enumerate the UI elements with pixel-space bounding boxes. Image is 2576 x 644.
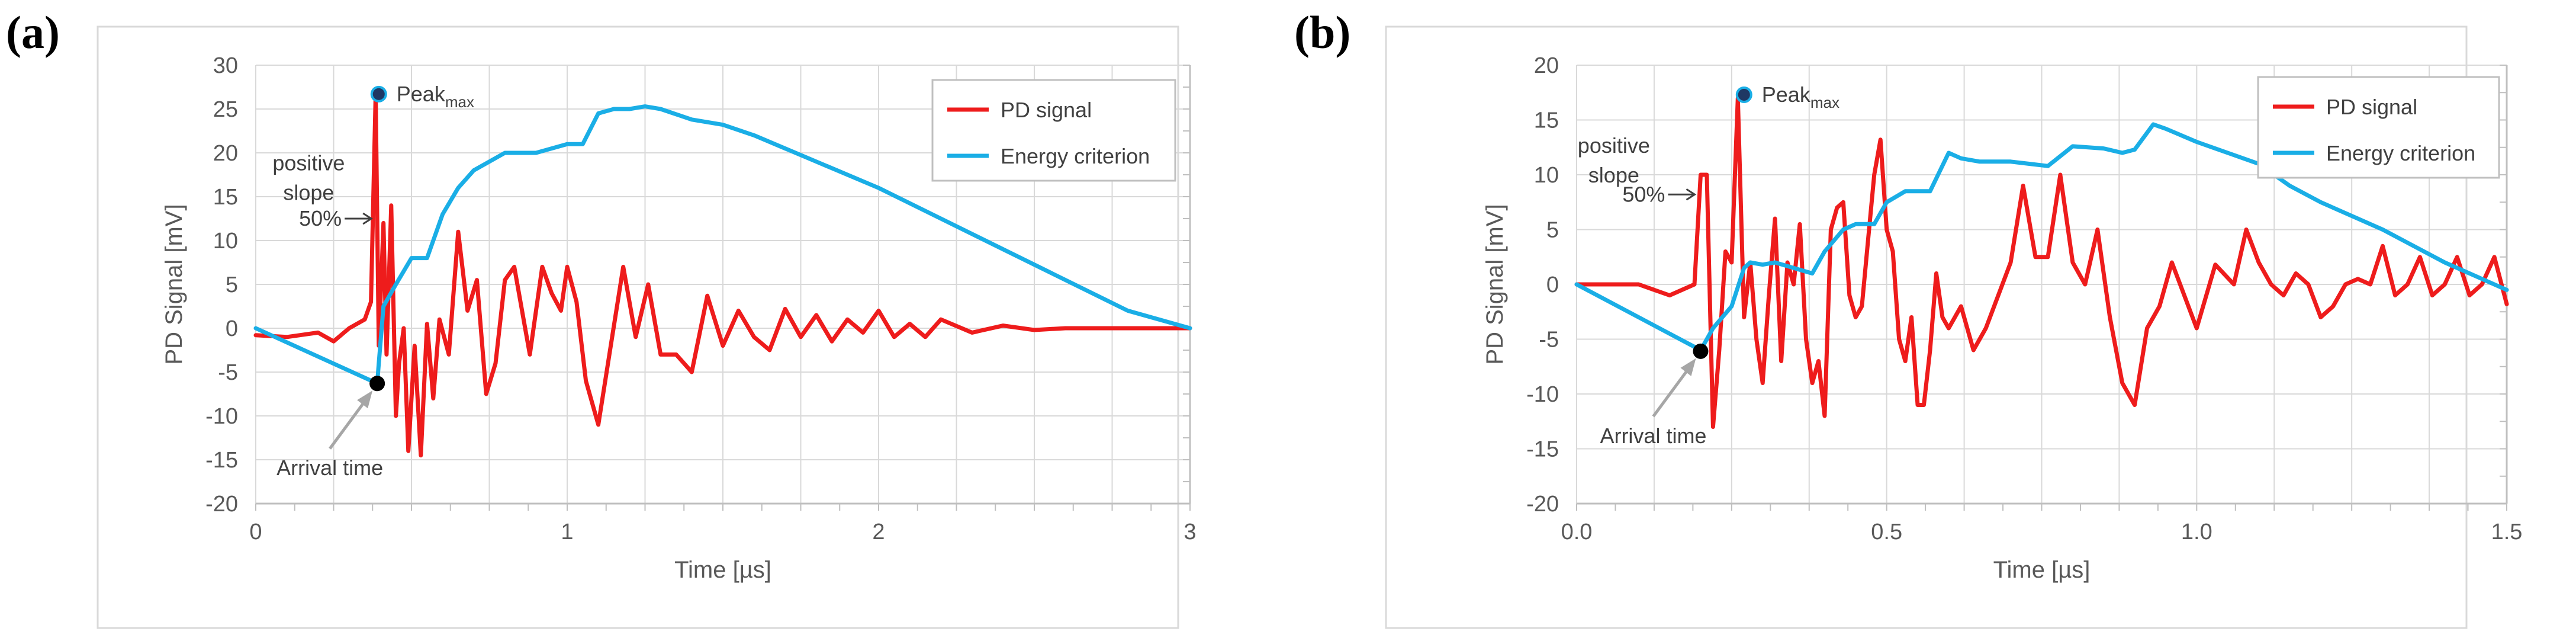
- chart-a-fifty-label: 50%: [299, 206, 342, 230]
- chart-b-xtick-label-0: 0.0: [1561, 520, 1593, 544]
- chart-b-series-energy-criterion: [1574, 122, 2509, 353]
- chart-b-peak-subscript: max: [1810, 94, 1839, 111]
- chart-a-legend-label-1: Energy criterion: [1001, 144, 1150, 168]
- chart-a-ytick-label-10: 30: [213, 53, 238, 78]
- chart-b-ytick-label-8: 20: [1534, 53, 1559, 78]
- chart-b-ytick-label-4: 0: [1546, 273, 1559, 297]
- chart-b-legend-box: [2257, 76, 2500, 179]
- chart-b-arrival-arrowhead: [1680, 358, 1696, 376]
- chart-b-legend-label-0: PD signal: [2326, 95, 2417, 119]
- chart-b-ytick-label-6: 10: [1534, 163, 1559, 188]
- chart-b-ytick-label-1: -15: [1526, 437, 1559, 462]
- chart-b-ytick-label-7: 15: [1534, 108, 1559, 133]
- chart-b-fifty-label: 50%: [1622, 182, 1665, 206]
- chart-a-peak-marker: [370, 85, 387, 102]
- chart-a-xtick-label-3: 3: [1184, 520, 1196, 544]
- chart-a-ytick-label-3: -5: [218, 360, 238, 385]
- panel-b: -20 -15 -10 -5 0 5 10 15 20 0.0 0.5 1.0 1.5 Time [µs]…: [1288, 0, 2576, 644]
- chart-b-ytick-label-2: -10: [1526, 382, 1559, 407]
- chart-b-xtick-label-2: 1.0: [2181, 520, 2212, 544]
- panel-label-a: (a): [6, 7, 60, 58]
- chart-a-xtick-label-0: 0: [249, 520, 262, 544]
- chart-a-ytick-label-0: -20: [205, 492, 238, 517]
- chart-a-peak-label: Peakmax: [397, 82, 474, 111]
- chart-b-xtick-label-1: 0.5: [1871, 520, 1902, 544]
- chart-a-arrival-arrowhead: [357, 390, 373, 409]
- chart-b-peak-marker: [1735, 86, 1752, 103]
- chart-a-xtick-label-2: 2: [872, 520, 885, 544]
- chart-a-positive-label: positive: [272, 151, 345, 175]
- chart-b: -20 -15 -10 -5 0 5 10 15 20 0.0 0.5 1.0 1.5 Time [µs]…: [1385, 25, 2523, 629]
- chart-a-ytick-label-9: 25: [213, 97, 238, 122]
- chart-b-arrival-label: Arrival time: [1600, 424, 1706, 448]
- chart-a-slope-label: slope: [283, 181, 334, 205]
- chart-b-ytick-label-0: -20: [1526, 492, 1559, 517]
- chart-b-arrival-marker: [1693, 343, 1709, 359]
- chart-a-series-energy-criterion: [253, 104, 1192, 386]
- chart-b-ylabel: PD Signal [mV]: [1482, 204, 1508, 364]
- chart-a-ytick-label-7: 15: [213, 185, 238, 210]
- panel-a: -20 -15 -10 -5 0 5 10 15 20 25 30 0 1 2 3 Time [µs] PD S…: [6, 7, 1197, 629]
- chart-a: -20 -15 -10 -5 0 5 10 15 20 25 30 0 1 2 3 Time [µs] PD S…: [97, 25, 1197, 629]
- chart-b-ytick-label-5: 5: [1546, 218, 1559, 243]
- chart-b-slope-label: slope: [1588, 163, 1639, 187]
- chart-a-ytick-label-5: 5: [226, 273, 238, 297]
- chart-a-peak-subscript: max: [445, 93, 474, 111]
- chart-a-legend-label-0: PD signal: [1001, 98, 1092, 122]
- chart-a-ytick-label-8: 20: [213, 141, 238, 166]
- chart-a-ytick-label-6: 10: [213, 229, 238, 254]
- chart-a-xlabel: Time [µs]: [674, 557, 771, 583]
- chart-b-xlabel: Time [µs]: [1993, 557, 2091, 583]
- chart-a-xtick-label-1: 1: [561, 520, 573, 544]
- chart-a-ylabel: PD Signal [mV]: [161, 204, 187, 364]
- chart-a-fifty-arrowhead: [362, 212, 373, 225]
- chart-b-xtick-label-3: 1.5: [2491, 520, 2523, 544]
- chart-b-fifty-arrowhead: [1686, 188, 1697, 201]
- panel-label-b: (b): [1294, 7, 1351, 58]
- chart-a-arrival-marker: [369, 376, 385, 392]
- chart-b-series-pd-signal: [1574, 96, 2509, 429]
- chart-b-positive-label: positive: [1578, 133, 1650, 158]
- chart-b-legend-label-1: Energy criterion: [2326, 141, 2475, 165]
- chart-a-ytick-label-4: 0: [226, 316, 238, 341]
- chart-a-ytick-label-2: -10: [205, 404, 238, 429]
- chart-a-ytick-label-1: -15: [205, 448, 238, 473]
- chart-a-arrival-label: Arrival time: [276, 456, 383, 480]
- chart-a-legend-box: [931, 79, 1176, 182]
- chart-b-ytick-label-3: -5: [1539, 328, 1559, 353]
- chart-a-series-pd-signal: [253, 92, 1192, 458]
